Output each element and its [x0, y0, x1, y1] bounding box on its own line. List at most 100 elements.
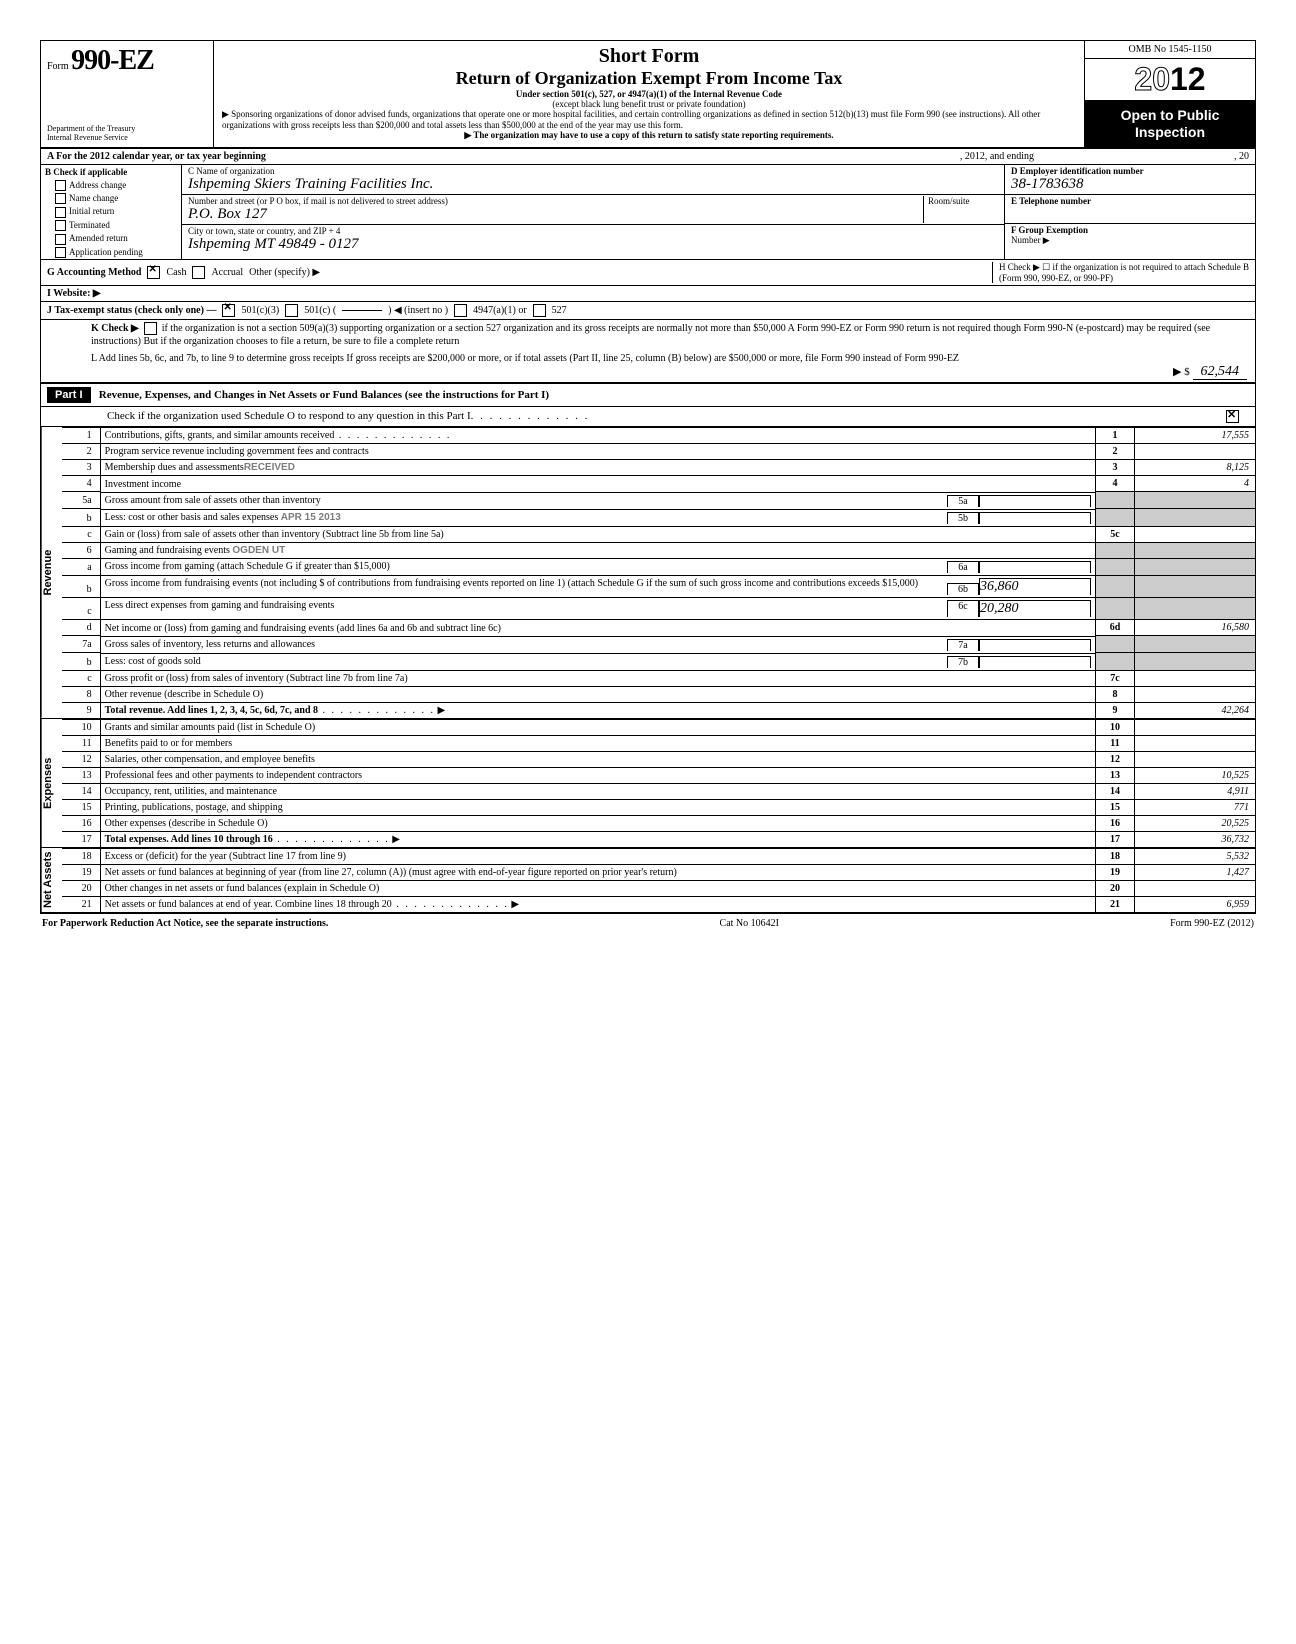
- omb-number: OMB No 1545-1150: [1085, 41, 1255, 59]
- title-short-form: Short Form: [222, 45, 1076, 68]
- g-cash-check[interactable]: [147, 266, 160, 279]
- ein-value: 38-1783638: [1011, 176, 1249, 193]
- line-20: 20Other changes in net assets or fund ba…: [62, 880, 1255, 896]
- g-accrual: Accrual: [211, 267, 243, 278]
- b-initial-return[interactable]: Initial return: [41, 205, 181, 218]
- j-501c: 501(c) (: [304, 305, 336, 316]
- c-name-label: C Name of organization: [188, 166, 998, 176]
- line-1: 1Contributions, gifts, grants, and simil…: [62, 428, 1255, 444]
- g-label: G Accounting Method: [47, 267, 141, 278]
- b-terminated[interactable]: Terminated: [41, 219, 181, 232]
- j-4947-check[interactable]: [454, 304, 467, 317]
- line-6b: bGross income from fundraising events (n…: [62, 575, 1255, 597]
- page-footer: For Paperwork Reduction Act Notice, see …: [40, 914, 1256, 933]
- footer-mid: Cat No 10642I: [720, 918, 779, 929]
- header-left: Form 990-EZ Department of the Treasury I…: [41, 41, 214, 147]
- a-mid: , 2012, and ending: [960, 151, 1034, 162]
- j-501c-check[interactable]: [285, 304, 298, 317]
- g-accrual-check[interactable]: [192, 266, 205, 279]
- k-check[interactable]: [144, 322, 157, 335]
- d-label: D Employer identification number: [1011, 166, 1249, 176]
- line-3: 3Membership dues and assessmentsRECEIVED…: [62, 460, 1255, 476]
- row-j: J Tax-exempt status (check only one) — 5…: [40, 302, 1256, 320]
- open-to-public: Open to Public Inspection: [1085, 101, 1255, 147]
- part1-label: Part I: [47, 387, 91, 403]
- col-def: D Employer identification number 38-1783…: [1005, 165, 1255, 260]
- row-g-h: G Accounting Method Cash Accrual Other (…: [40, 260, 1256, 286]
- b-application-pending[interactable]: Application pending: [41, 246, 181, 259]
- title-return: Return of Organization Exempt From Incom…: [222, 68, 1076, 89]
- j-501c3: 501(c)(3): [241, 305, 279, 316]
- org-city: Ishpeming MT 49849 - 0127: [188, 236, 998, 253]
- line-11: 11Benefits paid to or for members11: [62, 735, 1255, 751]
- f-group-cell: F Group Exemption Number ▶: [1005, 224, 1255, 252]
- line-7b: bLess: cost of goods sold7b: [62, 653, 1255, 671]
- col-b: B Check if applicable Address change Nam…: [41, 165, 182, 260]
- sponsor-text: ▶ Sponsoring organizations of donor advi…: [222, 109, 1076, 130]
- line-6c: cLess direct expenses from gaming and fu…: [62, 597, 1255, 620]
- b-name-change[interactable]: Name change: [41, 192, 181, 205]
- form-header: Form 990-EZ Department of the Treasury I…: [40, 40, 1256, 149]
- org-name: Ishpeming Skiers Training Facilities Inc…: [188, 176, 998, 193]
- g-other: Other (specify) ▶: [249, 267, 320, 278]
- f-label2: Number ▶: [1011, 235, 1249, 246]
- b-address-change[interactable]: Address change: [41, 179, 181, 192]
- revenue-table: 1Contributions, gifts, grants, and simil…: [62, 427, 1255, 718]
- form-number: Form 990-EZ: [47, 45, 207, 77]
- line-14: 14Occupancy, rent, utilities, and mainte…: [62, 783, 1255, 799]
- line-21: 21Net assets or fund balances at end of …: [62, 896, 1255, 912]
- j-4947: 4947(a)(1) or: [473, 305, 527, 316]
- j-501c3-check[interactable]: [222, 304, 235, 317]
- line-15: 15Printing, publications, postage, and s…: [62, 799, 1255, 815]
- line-17: 17Total expenses. Add lines 10 through 1…: [62, 831, 1255, 847]
- net-assets-label: Net Assets: [41, 848, 62, 912]
- row-l: L Add lines 5b, 6c, and 7b, to line 9 to…: [40, 350, 1256, 384]
- line-2: 2Program service revenue including gover…: [62, 444, 1255, 460]
- part1-checkbox[interactable]: [1226, 410, 1239, 423]
- g-cash: Cash: [166, 267, 186, 278]
- footer-left: For Paperwork Reduction Act Notice, see …: [42, 918, 328, 929]
- room-suite: Room/suite: [923, 196, 998, 223]
- net-assets-section: Net Assets 18Excess or (deficit) for the…: [40, 848, 1256, 914]
- header-mid: Short Form Return of Organization Exempt…: [214, 41, 1085, 147]
- b-amended-return[interactable]: Amended return: [41, 232, 181, 245]
- line-19: 19Net assets or fund balances at beginni…: [62, 864, 1255, 880]
- year-prefix: 20: [1134, 61, 1170, 97]
- revenue-section: Revenue 1Contributions, gifts, grants, a…: [40, 427, 1256, 719]
- form-label: Form: [47, 61, 69, 72]
- c-addr-cell: Number and street (or P O box, if mail i…: [182, 195, 1004, 225]
- dept-irs: Internal Revenue Service: [47, 134, 207, 143]
- expenses-section: Expenses 10Grants and similar amounts pa…: [40, 719, 1256, 848]
- c-name-cell: C Name of organization Ishpeming Skiers …: [182, 165, 1004, 195]
- form-number-big: 990-EZ: [71, 45, 154, 76]
- j-527-check[interactable]: [533, 304, 546, 317]
- d-ein-cell: D Employer identification number 38-1783…: [1005, 165, 1255, 195]
- row-i: I Website: ▶: [40, 286, 1256, 302]
- h-label: H Check ▶ ☐ if the organization is not r…: [992, 262, 1249, 283]
- f-label: F Group Exemption: [1011, 225, 1249, 235]
- k-label: K Check ▶: [91, 323, 139, 334]
- line-5c: cGain or (loss) from sale of assets othe…: [62, 526, 1255, 542]
- a-end: , 20: [1234, 151, 1249, 162]
- a-label: A For the 2012 calendar year, or tax yea…: [47, 151, 266, 162]
- dept-block: Department of the Treasury Internal Reve…: [47, 125, 207, 143]
- revenue-label: Revenue: [41, 427, 62, 718]
- net-assets-table: 18Excess or (deficit) for the year (Subt…: [62, 848, 1255, 912]
- line-5b: bLess: cost or other basis and sales exp…: [62, 509, 1255, 527]
- header-right: OMB No 1545-1150 2012 Open to Public Ins…: [1085, 41, 1255, 147]
- line-9: 9Total revenue. Add lines 1, 2, 3, 4, 5c…: [62, 702, 1255, 718]
- j-insert: ) ◀ (insert no ): [388, 305, 448, 316]
- subtitle-code: Under section 501(c), 527, or 4947(a)(1)…: [222, 89, 1076, 99]
- row-a: A For the 2012 calendar year, or tax yea…: [40, 149, 1256, 165]
- line-5a: 5aGross amount from sale of assets other…: [62, 492, 1255, 509]
- part1-title: Revenue, Expenses, and Changes in Net As…: [99, 389, 549, 401]
- line-8: 8Other revenue (describe in Schedule O)8: [62, 686, 1255, 702]
- row-k: K Check ▶ if the organization is not a s…: [40, 320, 1256, 350]
- part1-check-text: Check if the organization used Schedule …: [47, 410, 471, 423]
- c-city-label: City or town, state or country, and ZIP …: [188, 226, 998, 236]
- expenses-table: 10Grants and similar amounts paid (list …: [62, 719, 1255, 847]
- part1-header: Part I Revenue, Expenses, and Changes in…: [40, 384, 1256, 427]
- line-6d: dNet income or (loss) from gaming and fu…: [62, 620, 1255, 636]
- footer-right: Form 990-EZ (2012): [1170, 918, 1254, 929]
- col-c: C Name of organization Ishpeming Skiers …: [182, 165, 1005, 260]
